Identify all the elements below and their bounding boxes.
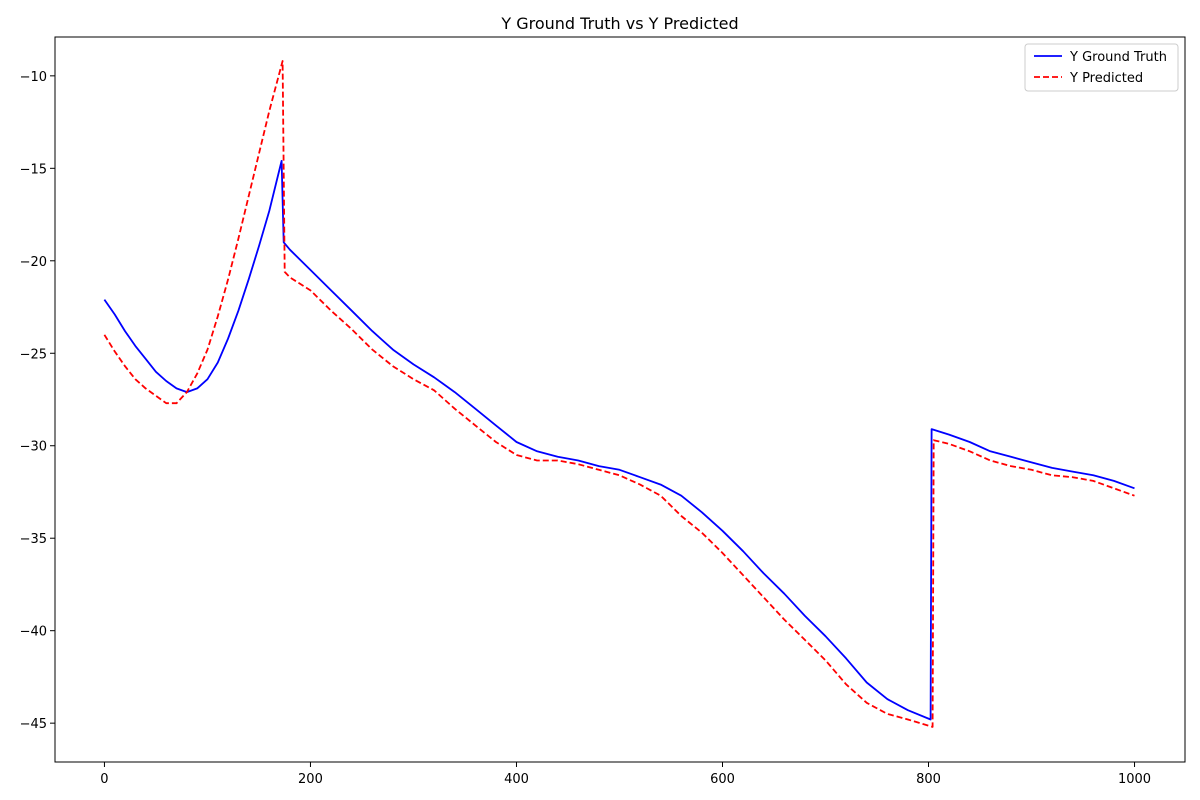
y-tick-label: −20 bbox=[20, 255, 47, 270]
y-tick-label: −35 bbox=[20, 532, 47, 547]
y-axis: −10 −15 −20 −25 −30 −35 −40 −45 bbox=[20, 70, 55, 732]
chart-title: Y Ground Truth vs Y Predicted bbox=[500, 14, 738, 33]
x-axis: 0 200 400 600 800 1000 bbox=[100, 762, 1151, 787]
x-tick-label: 400 bbox=[504, 772, 529, 787]
series-line-ground-truth bbox=[103, 160, 1135, 721]
legend-label-predicted: Y Predicted bbox=[1069, 71, 1143, 86]
x-tick-label: 200 bbox=[298, 772, 323, 787]
legend-label-ground-truth: Y Ground Truth bbox=[1069, 50, 1167, 65]
y-tick-label: −25 bbox=[20, 347, 47, 362]
x-tick-label: 800 bbox=[916, 772, 941, 787]
series-layer bbox=[103, 60, 1135, 728]
plot-frame bbox=[54, 36, 1186, 763]
x-tick-label: 600 bbox=[710, 772, 735, 787]
x-tick-label: 0 bbox=[100, 772, 108, 787]
y-tick-label: −15 bbox=[20, 162, 47, 177]
y-tick-label: −30 bbox=[20, 440, 47, 455]
y-tick-label: −40 bbox=[20, 625, 47, 640]
legend: Y Ground Truth Y Predicted bbox=[1024, 43, 1179, 92]
series-line-predicted bbox=[103, 60, 1135, 728]
x-tick-label: 1000 bbox=[1118, 772, 1151, 787]
y-tick-label: −10 bbox=[20, 70, 47, 85]
legend-box bbox=[1024, 43, 1179, 92]
y-tick-label: −45 bbox=[20, 717, 47, 732]
